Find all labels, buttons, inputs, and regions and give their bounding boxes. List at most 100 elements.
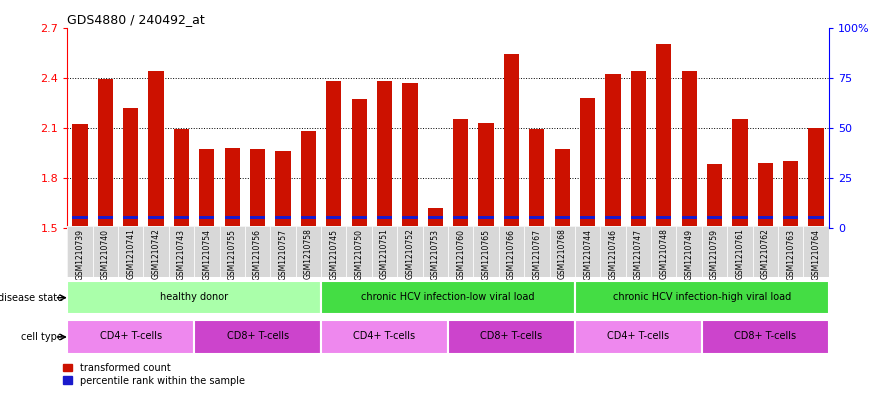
Text: GSM1210756: GSM1210756	[253, 228, 263, 279]
Bar	[149, 71, 164, 228]
Bar	[600, 226, 625, 277]
Bar	[549, 226, 575, 277]
Bar	[478, 123, 494, 228]
Text: chronic HCV infection-low viral load: chronic HCV infection-low viral load	[361, 292, 535, 302]
Bar	[555, 216, 570, 219]
Text: healthy donor: healthy donor	[160, 292, 228, 302]
Bar	[321, 281, 575, 314]
Text: cell type: cell type	[21, 332, 63, 342]
Bar	[98, 216, 113, 219]
Bar	[656, 216, 671, 219]
Bar	[783, 216, 798, 219]
Bar	[580, 216, 595, 219]
Bar	[448, 226, 473, 277]
Bar	[808, 128, 823, 228]
Bar	[808, 216, 823, 219]
Text: GSM1210745: GSM1210745	[329, 228, 339, 279]
Text: disease state: disease state	[0, 293, 63, 303]
Bar	[656, 44, 671, 228]
Text: GSM1210760: GSM1210760	[456, 228, 465, 279]
Bar	[682, 216, 697, 219]
Text: GSM1210766: GSM1210766	[507, 228, 516, 279]
Bar	[174, 216, 189, 219]
Bar	[753, 226, 778, 277]
Bar	[347, 226, 372, 277]
Text: GSM1210752: GSM1210752	[405, 228, 415, 279]
Bar	[245, 226, 271, 277]
Text: CD8+ T-cells: CD8+ T-cells	[227, 331, 289, 341]
Bar	[758, 216, 773, 219]
Bar	[778, 226, 804, 277]
Bar	[351, 99, 366, 228]
Text: GSM1210761: GSM1210761	[736, 228, 745, 279]
Bar	[575, 281, 829, 314]
Text: GSM1210764: GSM1210764	[812, 228, 821, 279]
Bar	[555, 149, 570, 228]
Bar	[225, 148, 240, 228]
Bar	[732, 119, 747, 228]
Text: GSM1210746: GSM1210746	[608, 228, 617, 279]
Bar	[271, 226, 296, 277]
Bar	[676, 226, 702, 277]
Bar	[732, 216, 747, 219]
Bar	[478, 216, 494, 219]
Bar	[448, 320, 575, 354]
Bar	[504, 54, 519, 228]
Bar	[301, 131, 316, 228]
Bar	[143, 226, 168, 277]
Text: GSM1210743: GSM1210743	[177, 228, 186, 279]
Bar	[631, 71, 646, 228]
Text: GSM1210744: GSM1210744	[583, 228, 592, 279]
Bar	[473, 226, 499, 277]
Bar	[575, 320, 702, 354]
Bar	[351, 216, 366, 219]
Bar	[321, 320, 448, 354]
Text: GSM1210748: GSM1210748	[659, 228, 668, 279]
Bar	[174, 129, 189, 228]
Bar	[580, 98, 595, 228]
Bar	[702, 320, 829, 354]
Text: GSM1210753: GSM1210753	[431, 228, 440, 279]
Bar	[73, 216, 88, 219]
Bar	[682, 71, 697, 228]
Bar	[453, 216, 469, 219]
Bar	[707, 216, 722, 219]
Text: CD8+ T-cells: CD8+ T-cells	[480, 331, 543, 341]
Bar	[427, 216, 443, 219]
Bar	[301, 216, 316, 219]
Bar	[199, 216, 214, 219]
Bar	[372, 226, 397, 277]
Bar	[758, 163, 773, 228]
Bar	[275, 216, 290, 219]
Text: GSM1210765: GSM1210765	[481, 228, 491, 279]
Bar	[728, 226, 753, 277]
Text: GSM1210768: GSM1210768	[557, 228, 567, 279]
Bar	[225, 216, 240, 219]
Bar	[275, 151, 290, 228]
Bar	[326, 216, 341, 219]
Text: GSM1210750: GSM1210750	[355, 228, 364, 279]
Bar	[524, 226, 549, 277]
Bar	[402, 216, 418, 219]
Bar	[530, 129, 545, 228]
Bar	[499, 226, 524, 277]
Bar	[321, 226, 347, 277]
Bar	[423, 226, 448, 277]
Text: CD4+ T-cells: CD4+ T-cells	[99, 331, 162, 341]
Bar	[149, 216, 164, 219]
Bar	[296, 226, 321, 277]
Text: GSM1210751: GSM1210751	[380, 228, 389, 279]
Bar	[397, 226, 423, 277]
Text: GSM1210742: GSM1210742	[151, 228, 160, 279]
Bar	[804, 226, 829, 277]
Text: GSM1210755: GSM1210755	[228, 228, 237, 279]
Bar	[168, 226, 194, 277]
Text: GSM1210759: GSM1210759	[710, 228, 719, 279]
Bar	[123, 216, 138, 219]
Bar	[220, 226, 245, 277]
Text: GSM1210754: GSM1210754	[202, 228, 211, 279]
Bar	[123, 108, 138, 228]
Bar	[67, 320, 194, 354]
Bar	[98, 79, 113, 228]
Text: GSM1210747: GSM1210747	[633, 228, 643, 279]
